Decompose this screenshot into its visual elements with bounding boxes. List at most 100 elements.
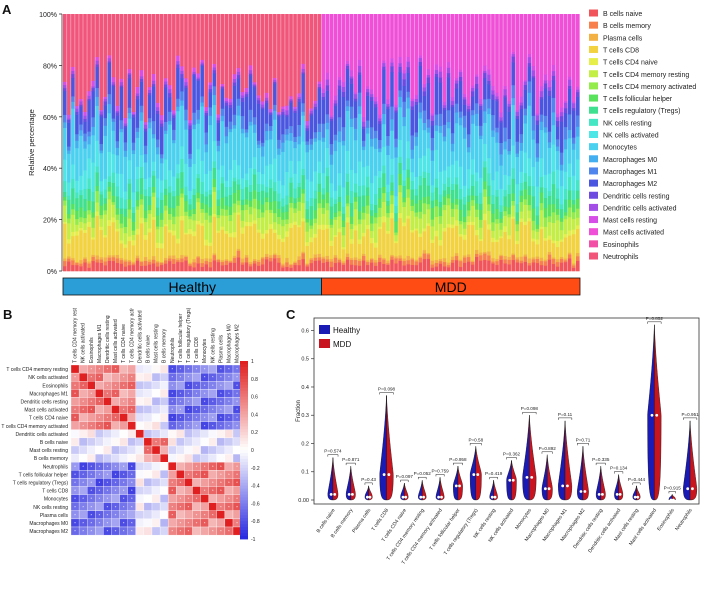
bar-segment: [200, 65, 204, 97]
bar-segment: [523, 181, 528, 190]
bar-segment: [499, 112, 503, 118]
bar-segment: [228, 206, 233, 216]
bar-segment: [349, 78, 354, 84]
bar-segment: [349, 118, 354, 127]
bar-segment: [483, 122, 487, 144]
bar-segment: [196, 78, 200, 81]
bar-segment: [293, 208, 297, 213]
bar-segment: [535, 258, 540, 264]
bar-segment: [184, 256, 188, 261]
bar-segment: [184, 78, 188, 83]
bar-segment: [305, 222, 309, 232]
bar-segment: [575, 86, 580, 90]
bar-segment: [212, 213, 217, 217]
bar-segment: [83, 229, 87, 233]
bar-segment: [91, 237, 95, 240]
bar-segment: [204, 151, 209, 175]
bar-segment: [268, 112, 273, 115]
bar-segment: [446, 198, 451, 206]
bar-segment: [341, 86, 346, 92]
bar-segment: [466, 105, 471, 110]
bar-segment: [147, 186, 152, 197]
bar-segment: [382, 173, 386, 188]
bar-segment: [139, 223, 144, 261]
bar-segment: [503, 14, 507, 87]
x-tick-label: T cells regulatory (Tregs): [443, 507, 480, 556]
bar-segment: [139, 154, 144, 167]
bar-segment: [264, 233, 269, 254]
bar-segment: [527, 262, 532, 266]
significance-marker: *: [90, 375, 92, 380]
significance-marker: *: [228, 529, 230, 534]
heatmap-cell: [224, 381, 234, 390]
bar-segment: [325, 210, 330, 225]
heatmap-cell: [143, 453, 153, 463]
bar-segment: [357, 196, 362, 212]
bar-segment: [539, 228, 544, 258]
y-tick-label: 0.4: [301, 385, 309, 391]
bar-segment: [297, 96, 301, 99]
legend-swatch: [589, 252, 598, 260]
bar-segment: [575, 217, 580, 226]
bar-segment: [95, 140, 99, 167]
violin-mdd: [422, 480, 427, 501]
bar-segment: [119, 240, 124, 244]
bar-segment: [519, 260, 524, 264]
bar-segment: [87, 14, 91, 92]
bar-segment: [325, 122, 330, 130]
bar-segment: [285, 140, 289, 172]
bar-segment: [305, 264, 309, 267]
bar-segment: [345, 203, 350, 207]
bar-segment: [422, 213, 427, 229]
bar-segment: [357, 260, 362, 266]
bar-segment: [333, 103, 338, 107]
bar-segment: [264, 192, 269, 198]
bar-segment: [426, 209, 431, 224]
bar-segment: [462, 216, 467, 223]
heatmap-cell: [232, 510, 242, 520]
bar-segment: [264, 123, 269, 132]
bar-segment: [75, 105, 79, 109]
bar-segment: [450, 183, 455, 191]
bar-segment: [236, 212, 241, 215]
bar-segment: [418, 65, 423, 103]
bar-segment: [523, 84, 528, 90]
heatmap-col-label: B cells memory: [162, 328, 168, 363]
median-dot: [615, 492, 619, 496]
bar-segment: [523, 81, 528, 86]
colorbar-tick-label: 0: [251, 448, 254, 454]
bar-segment: [394, 241, 398, 244]
legend-label: MDD: [333, 340, 351, 349]
bar-segment: [382, 146, 386, 166]
bar-segment: [325, 261, 330, 272]
bar-segment: [430, 267, 435, 272]
bar-segment: [293, 198, 297, 204]
heatmap-row-label: Plasma cells: [40, 513, 69, 519]
bar-segment: [507, 217, 511, 236]
bar-segment: [527, 105, 532, 159]
bar-segment: [365, 228, 370, 261]
significance-marker: *: [180, 367, 182, 372]
bar-segment: [309, 113, 314, 116]
bar-segment: [107, 257, 112, 261]
significance-marker: *: [74, 504, 76, 509]
legend-swatch: [589, 155, 598, 163]
bar-segment: [87, 209, 91, 215]
bar-segment: [293, 264, 297, 272]
bar-segment: [519, 108, 524, 135]
heatmap-cell: [135, 453, 145, 463]
bar-segment: [115, 147, 120, 156]
bar-segment: [499, 237, 503, 255]
y-tick-label: 0%: [47, 269, 57, 276]
bar-segment: [563, 171, 568, 190]
bar-segment: [313, 100, 318, 104]
bar-segment: [361, 232, 366, 237]
bar-segment: [390, 259, 394, 272]
bar-segment: [87, 100, 91, 132]
bar-segment: [297, 143, 301, 162]
bar-segment: [135, 234, 140, 256]
bar-segment: [297, 197, 301, 202]
bar-segment: [349, 264, 354, 272]
bar-segment: [176, 67, 180, 99]
bar-segment: [240, 91, 245, 96]
